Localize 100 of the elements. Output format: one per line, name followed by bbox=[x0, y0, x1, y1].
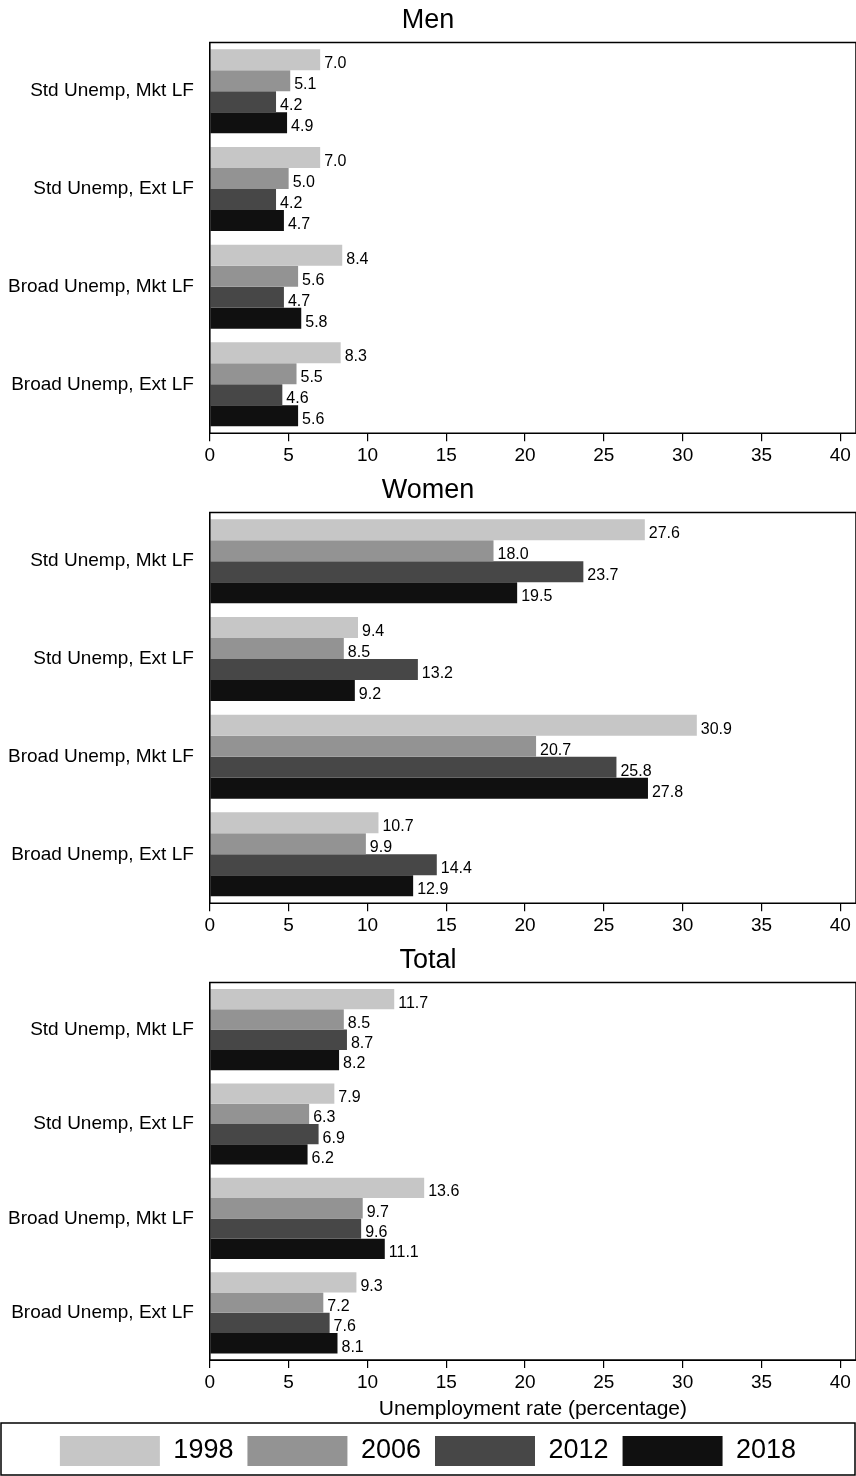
x-tick-label: 30 bbox=[672, 1370, 694, 1392]
data-label: 4.2 bbox=[280, 96, 303, 114]
data-label: 7.2 bbox=[327, 1297, 350, 1315]
data-label: 27.8 bbox=[651, 782, 684, 800]
x-tick-label: 25 bbox=[593, 913, 615, 935]
x-tick-label: 30 bbox=[672, 913, 694, 935]
bar bbox=[210, 188, 277, 210]
bar bbox=[210, 49, 321, 71]
data-label: 9.9 bbox=[369, 838, 393, 856]
bar bbox=[210, 812, 379, 834]
chart-title: Men bbox=[401, 3, 455, 34]
bar bbox=[210, 1218, 362, 1239]
bar bbox=[210, 1292, 324, 1313]
data-label: 12.9 bbox=[417, 880, 449, 898]
data-label: 18.0 bbox=[497, 545, 529, 563]
data-label: 8.2 bbox=[343, 1054, 366, 1072]
bar bbox=[210, 561, 584, 583]
data-label: 14.4 bbox=[440, 859, 473, 877]
data-label: 27.6 bbox=[648, 524, 681, 542]
data-label: 10.7 bbox=[382, 817, 414, 835]
x-tick-label: 15 bbox=[435, 443, 457, 465]
x-tick-label: 15 bbox=[435, 913, 457, 935]
legend-label: 2006 bbox=[360, 1434, 422, 1465]
bar bbox=[210, 1029, 347, 1050]
y-tick-label: Broad Unemp, Mkt LF bbox=[8, 744, 194, 766]
y-tick-label: Std Unemp, Mkt LF bbox=[30, 1017, 194, 1039]
data-label: 5.6 bbox=[302, 270, 325, 288]
data-label: 6.9 bbox=[322, 1128, 345, 1146]
x-tick-label: 40 bbox=[829, 1370, 851, 1392]
bar bbox=[210, 854, 437, 876]
data-label: 6.3 bbox=[313, 1108, 336, 1126]
data-label: 5.0 bbox=[292, 172, 315, 190]
y-tick-label: Std Unemp, Ext LF bbox=[33, 1112, 194, 1134]
bar bbox=[210, 658, 418, 680]
data-label: 23.7 bbox=[587, 566, 619, 584]
bar bbox=[210, 582, 518, 604]
data-label: 9.6 bbox=[365, 1222, 388, 1240]
data-label: 11.7 bbox=[398, 993, 429, 1011]
data-label: 5.5 bbox=[300, 368, 323, 386]
y-tick-label: Std Unemp, Mkt LF bbox=[30, 549, 194, 571]
x-tick-label: 10 bbox=[356, 913, 379, 935]
x-tick-label: 0 bbox=[204, 913, 216, 935]
bar bbox=[210, 384, 283, 406]
bar bbox=[210, 1103, 310, 1124]
y-tick-label: Std Unemp, Ext LF bbox=[33, 177, 194, 199]
bar bbox=[210, 1238, 385, 1259]
data-label: 5.6 bbox=[302, 410, 325, 428]
bar bbox=[210, 989, 395, 1010]
data-label: 4.7 bbox=[287, 291, 311, 309]
data-label: 7.0 bbox=[324, 54, 347, 72]
data-label: 8.7 bbox=[350, 1034, 374, 1052]
data-label: 9.2 bbox=[358, 684, 382, 702]
data-label: 25.8 bbox=[620, 761, 652, 779]
x-tick-label: 30 bbox=[672, 443, 694, 465]
bar bbox=[210, 70, 291, 92]
data-label: 7.6 bbox=[333, 1317, 356, 1335]
chart-title: Women bbox=[381, 473, 475, 504]
bar bbox=[210, 167, 289, 189]
data-label: 5.1 bbox=[294, 75, 317, 93]
x-tick-label: 5 bbox=[283, 913, 294, 935]
legend-label: 2018 bbox=[736, 1434, 797, 1465]
bar bbox=[210, 1009, 344, 1030]
data-label: 9.7 bbox=[366, 1202, 390, 1220]
data-label: 4.2 bbox=[280, 193, 303, 211]
data-label: 5.8 bbox=[305, 312, 328, 330]
data-label: 8.4 bbox=[346, 249, 369, 267]
x-tick-label: 0 bbox=[204, 443, 216, 465]
x-tick-label: 15 bbox=[435, 1370, 457, 1392]
x-tick-label: 35 bbox=[750, 1370, 773, 1392]
bar bbox=[210, 286, 284, 308]
x-tick-label: 0 bbox=[204, 1370, 216, 1392]
y-tick-label: Broad Unemp, Ext LF bbox=[11, 842, 194, 864]
legend-label: 2012 bbox=[548, 1434, 609, 1465]
bar bbox=[210, 405, 299, 427]
x-axis-title: Unemployment rate (percentage) bbox=[378, 1396, 687, 1420]
bar bbox=[210, 342, 341, 364]
data-label: 8.1 bbox=[341, 1337, 364, 1355]
x-tick-label: 20 bbox=[514, 913, 536, 935]
y-tick-label: Std Unemp, Ext LF bbox=[33, 647, 194, 669]
y-tick-label: Broad Unemp, Ext LF bbox=[11, 1301, 194, 1323]
x-tick-label: 25 bbox=[593, 443, 615, 465]
bar bbox=[210, 91, 277, 113]
bar bbox=[210, 637, 344, 659]
bar bbox=[210, 1333, 338, 1354]
data-label: 4.6 bbox=[286, 389, 309, 407]
x-tick-label: 10 bbox=[356, 443, 379, 465]
bar bbox=[210, 833, 366, 855]
data-label: 6.2 bbox=[311, 1148, 334, 1166]
data-label: 11.1 bbox=[388, 1243, 419, 1261]
bar bbox=[210, 756, 617, 778]
data-label: 13.2 bbox=[421, 663, 454, 681]
x-tick-label: 20 bbox=[514, 443, 536, 465]
bar bbox=[210, 777, 648, 799]
x-tick-label: 35 bbox=[750, 913, 773, 935]
y-tick-label: Broad Unemp, Mkt LF bbox=[8, 274, 194, 296]
bar bbox=[210, 1144, 308, 1165]
bar bbox=[210, 1049, 340, 1071]
chart-title: Total bbox=[399, 943, 457, 974]
x-tick-label: 10 bbox=[356, 1370, 379, 1392]
y-tick-label: Std Unemp, Mkt LF bbox=[30, 79, 194, 101]
